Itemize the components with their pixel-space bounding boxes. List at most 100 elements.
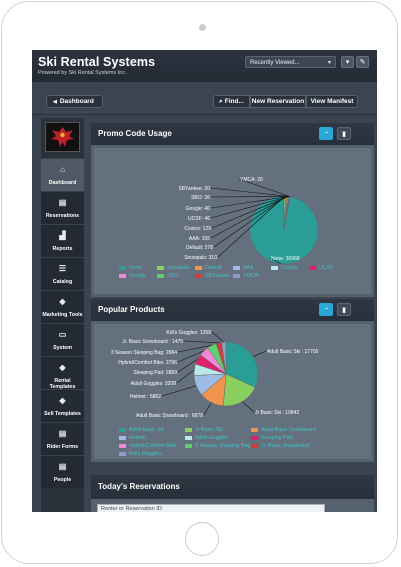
new-reservation-button[interactable]: New Reservation [250,95,306,108]
sidebar-item-reports[interactable]: ▟ Reports [41,224,84,257]
sidebar-item-system[interactable]: ▭ System [41,323,84,356]
sidebar-icon: ⌂ [60,165,65,174]
menu-button[interactable]: ▾ [341,56,354,68]
pie-view-button[interactable]: ◔ [319,127,333,140]
panel-header: Today's Reservations [91,475,374,499]
sidebar-item-label: Sell Templates [44,411,81,417]
pie-data-label: SBO: 36 [191,195,210,201]
pie-leader-line [210,196,290,198]
legend-item[interactable]: Adult Basic Ski [119,427,164,433]
legend-swatch [195,265,202,270]
search-icon: ⌕ [219,98,223,105]
pie-chart-icon: ◔ [323,130,329,137]
legend-item[interactable]: YMCA [233,273,258,279]
products-pie-chart: Adult Basic Ski : 17705 Jr Basic Ski : 10… [111,330,319,419]
pie-slice[interactable] [223,373,256,407]
sidebar-icon: ▤ [58,462,67,471]
legend-label: Hybrid/Comfort Bike [129,443,177,449]
legend-item[interactable]: Costco [271,265,298,271]
pie-leader-line [161,385,197,397]
edit-button[interactable]: ✎ [356,56,369,68]
bar-view-button[interactable]: ▮ [337,303,351,316]
legend-swatch [185,427,192,432]
sidebar-item-marketing-tools[interactable]: ◆ Marketing Tools [41,290,84,323]
bar-view-button[interactable]: ▮ [337,127,351,140]
sidebar-icon: ▟ [59,231,66,240]
legend-swatch [251,443,258,448]
sidebar: ⌂ Dashboard ▤ Reservations ▟ Reports ☰ Catalog ◆… [41,118,84,512]
legend-label: Jr Basic Ski [195,427,223,433]
legend-item[interactable]: Jr Basic Ski [185,427,223,433]
sidebar-item-label: Rental Templates [49,378,76,390]
sidebar-item-reservations[interactable]: ▤ Reservations [41,191,84,224]
sidebar-item-rental-templates[interactable]: ◆ Rental Templates [41,356,84,390]
legend-item[interactable]: Snowpals [157,265,190,271]
pie-view-button[interactable]: ◔ [319,303,333,316]
pie-data-label: Adult Basic Ski : 17705 [267,349,319,355]
pie-leader-line [176,369,195,384]
dashboard-label: Dashboard [59,98,94,105]
legend-item[interactable]: None [119,265,142,271]
sidebar-item-sell-templates[interactable]: ◆ Sell Templates [41,389,84,422]
promo-chart-area: None: 36968 Snowpals: 310 Default: 278 AAA:… [94,148,371,294]
sidebar-icon: ▤ [58,429,67,438]
legend-label: Adult Basic Snowboard [261,427,316,433]
pie-data-label: Default: 278 [186,245,213,251]
pie-leader-line [213,195,287,248]
legend-label: AAA [243,265,254,271]
legend-item[interactable]: Adult Goggles [185,435,228,441]
legend-swatch [195,273,202,278]
legend-item[interactable]: Helmet [119,435,146,441]
sidebar-icon: ◆ [59,297,66,306]
legend-swatch [233,273,240,278]
legend-item[interactable]: Sleeping Pad [251,435,293,441]
pie-leader-line [203,402,212,416]
view-manifest-button[interactable]: View Manifest [306,95,358,108]
reservation-search-input[interactable]: Renter or Reservation ID [97,504,325,512]
company-logo [45,122,80,152]
sidebar-item-dashboard[interactable]: ⌂ Dashboard [41,158,84,191]
legend-swatch [119,451,126,456]
legend-item[interactable]: 3 Season Sleeping Bag [185,443,250,449]
dashboard-button[interactable]: ◀ Dashboard [46,95,103,108]
legend-item[interactable]: Hybrid/Comfort Bike [119,443,176,449]
pie-data-label: Sleeping Pad: 2889 [133,370,177,376]
app-title: Ski Rental Systems [38,55,156,69]
legend-item[interactable]: Default [195,265,222,271]
app-screen: Ski Rental Systems Powered by Ski Rental… [32,50,377,512]
pie-leader-line [210,196,290,209]
home-icon: ◀ [53,99,57,105]
legend-item[interactable]: SBO [157,273,178,279]
recently-viewed-select[interactable]: Recently Viewed... ▾ [245,56,336,68]
legend-item[interactable]: SBYankee [195,273,230,279]
pie-data-label: Snowpals: 310 [184,255,217,261]
sidebar-item-label: System [53,345,72,351]
home-button[interactable] [185,522,219,556]
legend-item[interactable]: Adult Basic Snowboard [251,427,316,433]
legend-label: Adult Basic Ski [129,427,165,433]
legend-label: Adult Goggles [195,435,229,441]
legend-item[interactable]: Jr. Basic Snowboard [251,443,309,449]
legend-item[interactable]: UCSF [309,265,333,271]
find-button[interactable]: ⌕ Find... [213,95,250,108]
legend-label: None [129,265,142,271]
legend-item[interactable]: Google [119,273,146,279]
panel-title: Today's Reservations [98,482,180,491]
pie-data-label: Google: 40 [186,206,211,212]
legend-item[interactable]: AAA [233,265,254,271]
legend-swatch [271,265,278,270]
pie-leader-line [210,187,290,197]
pie-chart-icon: ◔ [323,306,329,313]
sidebar-item-people[interactable]: ▤ People [41,455,84,488]
panel-header: Popular Products ◔ ▮ [91,299,374,321]
legend-label: Google [129,273,147,279]
pie-leader-line [177,350,204,363]
sidebar-item-rider-forms[interactable]: ▤ Rider Forms [41,422,84,455]
legend-item[interactable]: Kid's Goggles [119,451,162,457]
pie-data-label: None: 36968 [271,256,300,262]
pie-data-label: Adult Basic Snowboard : 6878 [136,413,203,419]
pie-leader-line [238,178,290,197]
pie-slice[interactable] [221,341,227,375]
sidebar-item-catalog[interactable]: ☰ Catalog [41,257,84,290]
